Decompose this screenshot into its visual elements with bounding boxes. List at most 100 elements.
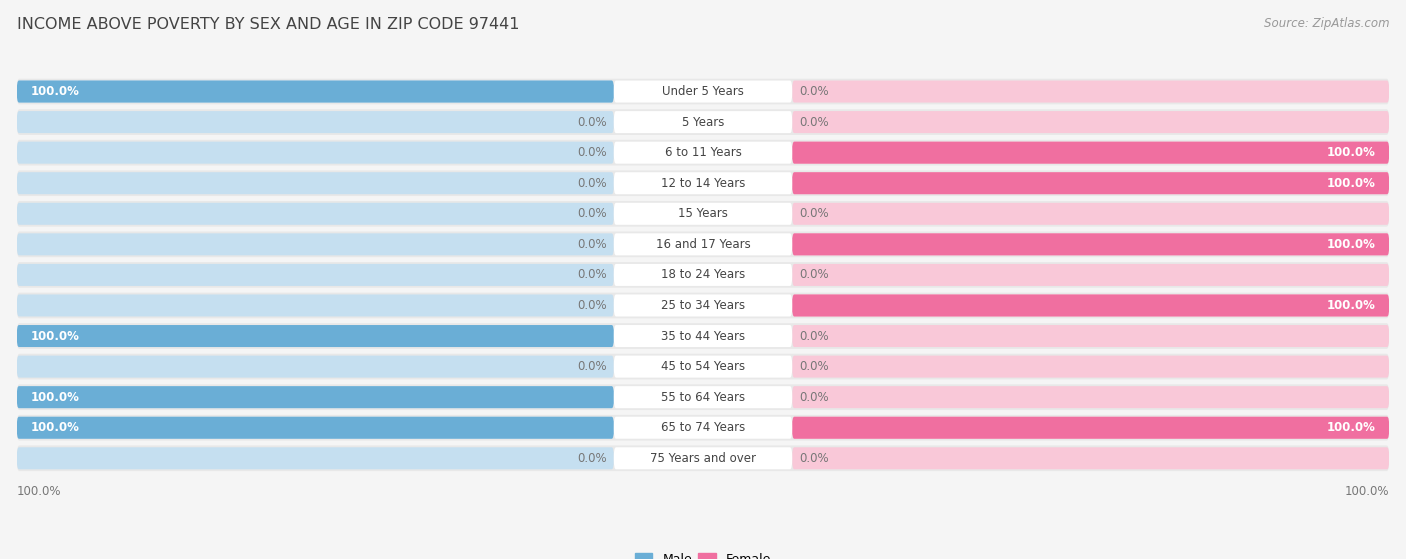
FancyBboxPatch shape bbox=[17, 325, 614, 347]
Text: 0.0%: 0.0% bbox=[578, 177, 607, 190]
Text: 0.0%: 0.0% bbox=[578, 238, 607, 251]
FancyBboxPatch shape bbox=[17, 386, 614, 408]
FancyBboxPatch shape bbox=[17, 323, 1389, 349]
Text: 0.0%: 0.0% bbox=[799, 360, 828, 373]
Text: 100.0%: 100.0% bbox=[1344, 485, 1389, 498]
FancyBboxPatch shape bbox=[17, 201, 1389, 226]
Text: Under 5 Years: Under 5 Years bbox=[662, 85, 744, 98]
FancyBboxPatch shape bbox=[17, 231, 1389, 257]
FancyBboxPatch shape bbox=[792, 233, 1389, 255]
FancyBboxPatch shape bbox=[792, 264, 1389, 286]
FancyBboxPatch shape bbox=[17, 262, 1389, 288]
FancyBboxPatch shape bbox=[792, 386, 1389, 408]
Text: 0.0%: 0.0% bbox=[799, 268, 828, 281]
FancyBboxPatch shape bbox=[17, 295, 614, 316]
FancyBboxPatch shape bbox=[17, 109, 1389, 135]
Text: 100.0%: 100.0% bbox=[1326, 421, 1375, 434]
FancyBboxPatch shape bbox=[792, 172, 1389, 194]
FancyBboxPatch shape bbox=[17, 264, 614, 286]
FancyBboxPatch shape bbox=[792, 295, 1389, 316]
Text: 0.0%: 0.0% bbox=[578, 207, 607, 220]
Text: 5 Years: 5 Years bbox=[682, 116, 724, 129]
Text: 0.0%: 0.0% bbox=[799, 85, 828, 98]
Text: 0.0%: 0.0% bbox=[578, 452, 607, 465]
Text: 16 and 17 Years: 16 and 17 Years bbox=[655, 238, 751, 251]
Text: 6 to 11 Years: 6 to 11 Years bbox=[665, 146, 741, 159]
FancyBboxPatch shape bbox=[792, 447, 1389, 470]
FancyBboxPatch shape bbox=[792, 416, 1389, 439]
FancyBboxPatch shape bbox=[614, 141, 792, 164]
FancyBboxPatch shape bbox=[792, 325, 1389, 347]
FancyBboxPatch shape bbox=[17, 416, 614, 439]
Text: 12 to 14 Years: 12 to 14 Years bbox=[661, 177, 745, 190]
Legend: Male, Female: Male, Female bbox=[630, 548, 776, 559]
Text: 0.0%: 0.0% bbox=[578, 299, 607, 312]
Text: 15 Years: 15 Years bbox=[678, 207, 728, 220]
FancyBboxPatch shape bbox=[614, 203, 792, 225]
Text: INCOME ABOVE POVERTY BY SEX AND AGE IN ZIP CODE 97441: INCOME ABOVE POVERTY BY SEX AND AGE IN Z… bbox=[17, 17, 519, 32]
Text: 100.0%: 100.0% bbox=[17, 485, 62, 498]
Text: 25 to 34 Years: 25 to 34 Years bbox=[661, 299, 745, 312]
Text: 45 to 54 Years: 45 to 54 Years bbox=[661, 360, 745, 373]
FancyBboxPatch shape bbox=[17, 233, 614, 255]
FancyBboxPatch shape bbox=[792, 416, 1389, 439]
FancyBboxPatch shape bbox=[792, 203, 1389, 225]
Text: 0.0%: 0.0% bbox=[799, 330, 828, 343]
FancyBboxPatch shape bbox=[792, 172, 1389, 194]
FancyBboxPatch shape bbox=[17, 354, 1389, 380]
FancyBboxPatch shape bbox=[17, 79, 1389, 105]
Text: 100.0%: 100.0% bbox=[31, 421, 80, 434]
FancyBboxPatch shape bbox=[614, 356, 792, 378]
Text: 55 to 64 Years: 55 to 64 Years bbox=[661, 391, 745, 404]
Text: 0.0%: 0.0% bbox=[799, 391, 828, 404]
Text: 0.0%: 0.0% bbox=[578, 360, 607, 373]
Text: 0.0%: 0.0% bbox=[799, 452, 828, 465]
FancyBboxPatch shape bbox=[17, 141, 614, 164]
FancyBboxPatch shape bbox=[614, 233, 792, 255]
Text: 65 to 74 Years: 65 to 74 Years bbox=[661, 421, 745, 434]
FancyBboxPatch shape bbox=[614, 111, 792, 133]
FancyBboxPatch shape bbox=[792, 141, 1389, 164]
FancyBboxPatch shape bbox=[17, 416, 614, 439]
FancyBboxPatch shape bbox=[792, 295, 1389, 316]
FancyBboxPatch shape bbox=[17, 203, 614, 225]
FancyBboxPatch shape bbox=[614, 80, 792, 102]
FancyBboxPatch shape bbox=[792, 111, 1389, 133]
Text: 18 to 24 Years: 18 to 24 Years bbox=[661, 268, 745, 281]
Text: 100.0%: 100.0% bbox=[1326, 146, 1375, 159]
Text: 0.0%: 0.0% bbox=[578, 116, 607, 129]
Text: 100.0%: 100.0% bbox=[1326, 177, 1375, 190]
Text: 0.0%: 0.0% bbox=[578, 268, 607, 281]
Text: 100.0%: 100.0% bbox=[1326, 299, 1375, 312]
FancyBboxPatch shape bbox=[614, 447, 792, 470]
FancyBboxPatch shape bbox=[17, 293, 1389, 318]
FancyBboxPatch shape bbox=[17, 80, 614, 102]
FancyBboxPatch shape bbox=[614, 325, 792, 347]
FancyBboxPatch shape bbox=[614, 264, 792, 286]
FancyBboxPatch shape bbox=[792, 356, 1389, 378]
FancyBboxPatch shape bbox=[614, 386, 792, 408]
Text: 75 Years and over: 75 Years and over bbox=[650, 452, 756, 465]
FancyBboxPatch shape bbox=[17, 386, 614, 408]
Text: 100.0%: 100.0% bbox=[31, 330, 80, 343]
FancyBboxPatch shape bbox=[792, 233, 1389, 255]
FancyBboxPatch shape bbox=[792, 141, 1389, 164]
Text: 100.0%: 100.0% bbox=[1326, 238, 1375, 251]
Text: 100.0%: 100.0% bbox=[31, 391, 80, 404]
FancyBboxPatch shape bbox=[17, 446, 1389, 471]
FancyBboxPatch shape bbox=[17, 140, 1389, 165]
FancyBboxPatch shape bbox=[17, 172, 614, 194]
FancyBboxPatch shape bbox=[17, 385, 1389, 410]
FancyBboxPatch shape bbox=[614, 295, 792, 316]
Text: 35 to 44 Years: 35 to 44 Years bbox=[661, 330, 745, 343]
Text: 0.0%: 0.0% bbox=[799, 116, 828, 129]
FancyBboxPatch shape bbox=[17, 111, 614, 133]
FancyBboxPatch shape bbox=[17, 325, 614, 347]
FancyBboxPatch shape bbox=[792, 80, 1389, 102]
Text: 100.0%: 100.0% bbox=[31, 85, 80, 98]
FancyBboxPatch shape bbox=[17, 356, 614, 378]
FancyBboxPatch shape bbox=[17, 447, 614, 470]
Text: 0.0%: 0.0% bbox=[799, 207, 828, 220]
FancyBboxPatch shape bbox=[17, 170, 1389, 196]
Text: 0.0%: 0.0% bbox=[578, 146, 607, 159]
